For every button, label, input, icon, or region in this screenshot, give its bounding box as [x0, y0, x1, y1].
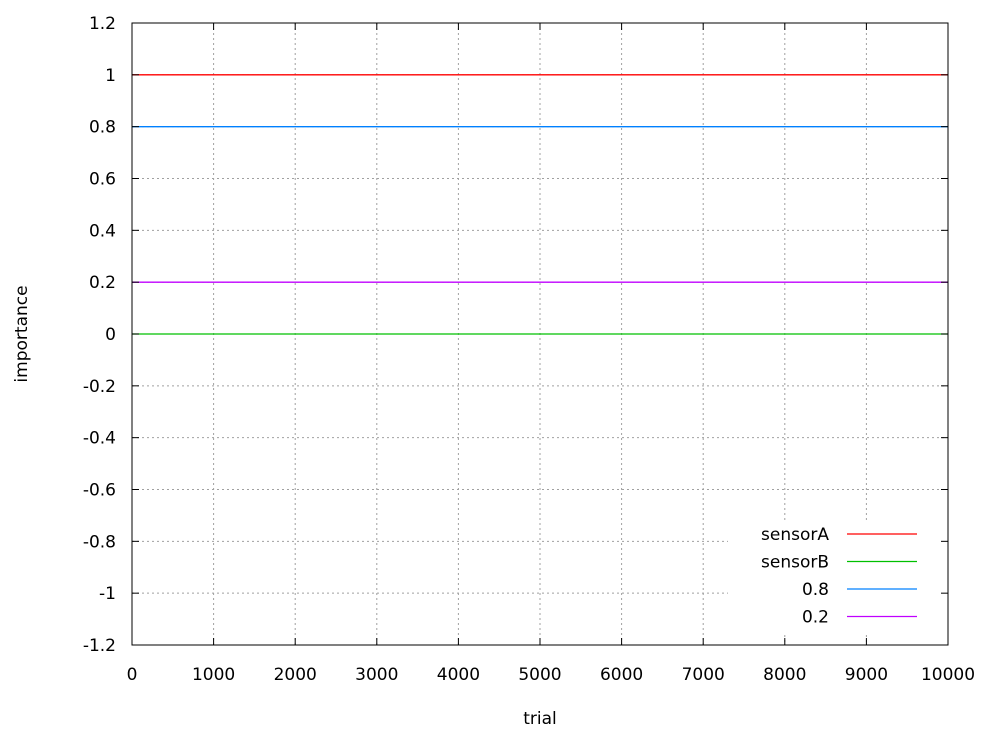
legend-label: 0.8: [802, 580, 829, 600]
x-axis-label: trial: [523, 709, 557, 729]
x-tick-label: 9000: [845, 665, 888, 685]
legend-label: sensorA: [761, 525, 829, 545]
series-lines: [132, 74, 948, 335]
y-tick-label: 0: [105, 325, 116, 345]
x-tick-label: 1000: [192, 665, 235, 685]
y-tick-label: 0.4: [89, 221, 116, 241]
y-axis-ticks: 1.2 1 0.8 0.6 0.4 0.2 0 -0.2 -0.4 -0.6 -0.8 -1 -1.2: [83, 14, 948, 656]
y-tick-label: -1: [99, 584, 116, 604]
y-tick-label: 1: [105, 66, 116, 86]
x-tick-label: 0: [127, 665, 138, 685]
x-tick-label: 7000: [682, 665, 725, 685]
x-axis-ticks: 0 1000 2000 3000 4000 5000 6000 7000 8000 9000 100…: [127, 23, 975, 685]
x-tick-label: 10000: [921, 665, 975, 685]
y-tick-label: 0.6: [89, 170, 116, 190]
x-tick-label: 6000: [600, 665, 643, 685]
x-tick-label: 2000: [274, 665, 317, 685]
legend-label: sensorB: [761, 553, 829, 573]
y-tick-label: -0.6: [83, 481, 116, 501]
x-tick-label: 3000: [355, 665, 398, 685]
x-tick-label: 4000: [437, 665, 480, 685]
y-tick-label: -0.8: [83, 532, 116, 552]
y-tick-label: 0.8: [89, 118, 116, 138]
y-tick-label: -1.2: [83, 636, 116, 656]
x-tick-label: 8000: [763, 665, 806, 685]
legend: sensorA sensorB 0.8 0.2: [761, 525, 917, 628]
y-axis-label: importance: [12, 285, 32, 382]
y-tick-label: 0.2: [89, 273, 116, 293]
y-tick-label: 1.2: [89, 14, 116, 34]
legend-label: 0.2: [802, 608, 829, 628]
y-tick-label: -0.2: [83, 377, 116, 397]
y-tick-label: -0.4: [83, 429, 116, 449]
x-tick-label: 5000: [518, 665, 561, 685]
